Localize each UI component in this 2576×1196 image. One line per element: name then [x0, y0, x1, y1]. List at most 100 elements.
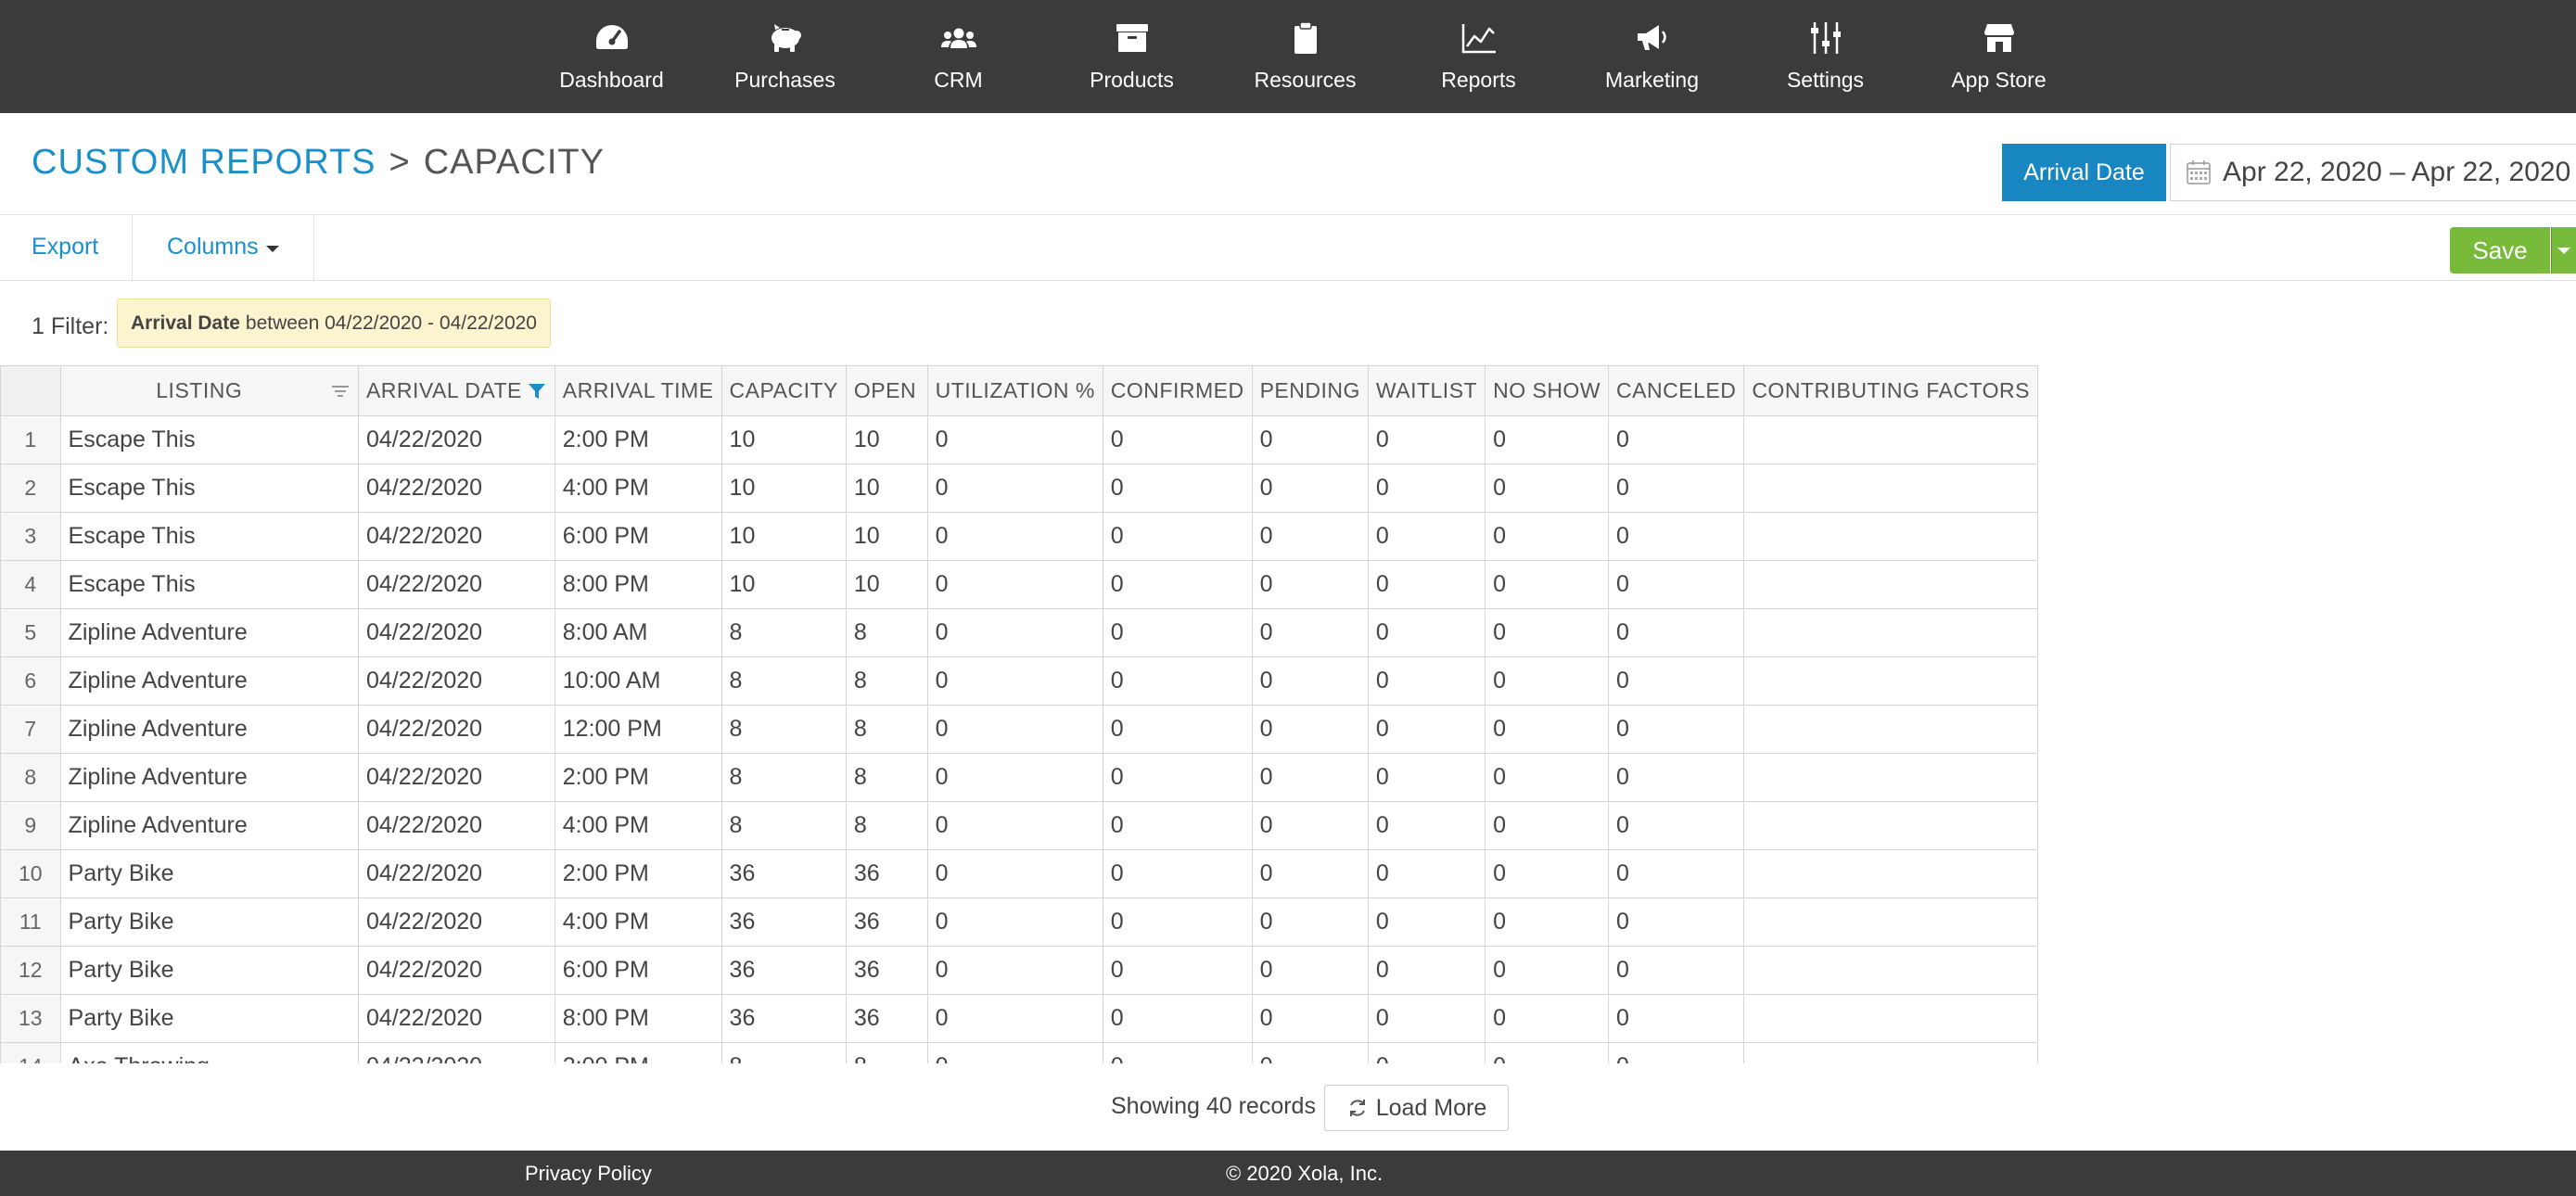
table-cell: 4:00 PM	[554, 464, 722, 513]
column-header-arrival-time[interactable]: ARRIVAL TIME	[554, 365, 722, 416]
nav-item-settings[interactable]: Settings	[1739, 0, 1912, 113]
nav-item-purchases[interactable]: Purchases	[698, 0, 872, 113]
table-row[interactable]: 13 Party Bike 04/22/2020 8:00 PM 36 36 0 0 0 0 0 0	[0, 994, 2038, 1043]
table-cell: 8	[845, 608, 928, 657]
table-cell: Party Bike	[59, 897, 359, 947]
report-table: LISTING ARRIVAL DATE ARRIVAL TIME CAPACI…	[0, 365, 2038, 1063]
date-range-picker[interactable]: Apr 22, 2020 – Apr 22, 2020	[2170, 144, 2576, 201]
table-cell: 0	[1485, 560, 1610, 609]
column-header-canceled[interactable]: CANCELED	[1608, 365, 1745, 416]
save-button[interactable]: Save	[2450, 227, 2550, 274]
nav-item-dashboard[interactable]: Dashboard	[525, 0, 698, 113]
column-header-no-show[interactable]: NO SHOW	[1485, 365, 1610, 416]
table-row[interactable]: 10 Party Bike 04/22/2020 2:00 PM 36 36 0 0 0 0 0 0	[0, 849, 2038, 898]
table-row[interactable]: 1 Escape This 04/22/2020 2:00 PM 10 10 0 0 0 0 0 0	[0, 415, 2038, 464]
columns-dropdown[interactable]: Columns	[167, 234, 279, 261]
table-cell: Escape This	[59, 464, 359, 513]
table-row[interactable]: 6 Zipline Adventure 04/22/2020 10:00 AM 8 8 0 0…	[0, 656, 2038, 706]
nav-item-marketing[interactable]: Marketing	[1565, 0, 1739, 113]
load-more-button[interactable]: Load More	[1324, 1085, 1509, 1131]
row-number: 9	[0, 801, 61, 850]
table-cell	[1743, 415, 2038, 464]
table-cell	[1743, 464, 2038, 513]
table-cell: 0	[926, 705, 1103, 754]
report-grid[interactable]: LISTING ARRIVAL DATE ARRIVAL TIME CAPACI…	[0, 365, 2038, 1063]
chevron-down-icon	[2557, 247, 2570, 254]
table-cell: 04/22/2020	[357, 801, 555, 850]
table-cell: 2:00 PM	[554, 1042, 722, 1063]
table-cell: 0	[1251, 994, 1369, 1043]
table-cell: 8	[721, 801, 847, 850]
table-cell	[1743, 656, 2038, 706]
column-header-listing[interactable]: LISTING	[59, 365, 359, 416]
column-header-pending[interactable]: PENDING	[1251, 365, 1369, 416]
table-cell: 36	[845, 946, 928, 995]
table-cell: 0	[1102, 753, 1253, 802]
table-cell: 0	[1608, 608, 1745, 657]
table-cell: 0	[926, 656, 1103, 706]
export-button[interactable]: Export	[32, 234, 99, 260]
table-cell: 04/22/2020	[357, 512, 555, 561]
table-cell: 8	[845, 1042, 928, 1063]
nav-label: Products	[1090, 68, 1174, 92]
table-cell: 0	[1485, 1042, 1610, 1063]
table-cell: 0	[1485, 415, 1610, 464]
table-cell: 0	[1485, 753, 1610, 802]
filter-chip-arrival-date[interactable]: Arrival Date between 04/22/2020 - 04/22/…	[117, 299, 551, 348]
table-cell: 0	[1251, 801, 1369, 850]
table-cell: 0	[1485, 656, 1610, 706]
filter-icon[interactable]	[527, 381, 547, 401]
table-row[interactable]: 9 Zipline Adventure 04/22/2020 4:00 PM 8 8 0 0 0…	[0, 801, 2038, 850]
table-cell: 0	[1251, 849, 1369, 898]
table-row[interactable]: 12 Party Bike 04/22/2020 6:00 PM 36 36 0 0 0 0 0 0	[0, 946, 2038, 995]
column-header-capacity[interactable]: CAPACITY	[721, 365, 847, 416]
table-cell: Zipline Adventure	[59, 801, 359, 850]
table-cell: 8	[721, 656, 847, 706]
table-cell: 0	[1367, 705, 1486, 754]
column-header-open[interactable]: OPEN	[845, 365, 928, 416]
table-row[interactable]: 7 Zipline Adventure 04/22/2020 12:00 PM 8 8 0 0…	[0, 705, 2038, 754]
nav-item-crm[interactable]: CRM	[872, 0, 1045, 113]
row-number: 6	[0, 656, 61, 706]
nav-item-reports[interactable]: Reports	[1392, 0, 1565, 113]
nav-item-app-store[interactable]: App Store	[1912, 0, 2085, 113]
calendar-icon	[2187, 160, 2211, 184]
row-number: 14	[0, 1042, 61, 1063]
table-cell: 36	[721, 849, 847, 898]
table-cell: 0	[1102, 1042, 1253, 1063]
table-cell: 0	[1102, 705, 1253, 754]
table-cell: Zipline Adventure	[59, 705, 359, 754]
nav-item-resources[interactable]: Resources	[1218, 0, 1392, 113]
table-row[interactable]: 4 Escape This 04/22/2020 8:00 PM 10 10 0 0 0 0 0 0	[0, 560, 2038, 609]
table-row[interactable]: 2 Escape This 04/22/2020 4:00 PM 10 10 0 0 0 0 0 0	[0, 464, 2038, 513]
table-row[interactable]: 3 Escape This 04/22/2020 6:00 PM 10 10 0 0 0 0 0 0	[0, 512, 2038, 561]
table-cell: 8	[845, 656, 928, 706]
column-header-contributing-factors[interactable]: CONTRIBUTING FACTORS	[1743, 365, 2038, 416]
row-number: 3	[0, 512, 61, 561]
table-cell: 0	[926, 753, 1103, 802]
breadcrumb-custom-reports-link[interactable]: CUSTOM REPORTS	[32, 143, 376, 182]
column-header-waitlist[interactable]: WAITLIST	[1367, 365, 1486, 416]
column-header-confirmed[interactable]: CONFIRMED	[1102, 365, 1253, 416]
table-cell: 0	[1485, 512, 1610, 561]
column-header-arrival-date[interactable]: ARRIVAL DATE	[357, 365, 555, 416]
table-cell: 0	[926, 415, 1103, 464]
save-options-dropdown[interactable]	[2551, 227, 2576, 274]
nav-label: Dashboard	[559, 68, 664, 92]
table-row[interactable]: 11 Party Bike 04/22/2020 4:00 PM 36 36 0 0 0 0 0 0	[0, 897, 2038, 947]
nav-label: Marketing	[1605, 68, 1699, 92]
privacy-policy-link[interactable]: Privacy Policy	[525, 1162, 652, 1185]
table-cell: 0	[1608, 753, 1745, 802]
table-cell: 8	[845, 801, 928, 850]
table-cell: 2:00 PM	[554, 753, 722, 802]
nav-item-products[interactable]: Products	[1045, 0, 1218, 113]
arrival-date-button[interactable]: Arrival Date	[2002, 144, 2166, 201]
column-menu-icon[interactable]	[330, 381, 351, 401]
table-row[interactable]: 5 Zipline Adventure 04/22/2020 8:00 AM 8 8 0 0 0…	[0, 608, 2038, 657]
table-row[interactable]: 8 Zipline Adventure 04/22/2020 2:00 PM 8 8 0 0 0…	[0, 753, 2038, 802]
column-header-utilization[interactable]: UTILIZATION %	[926, 365, 1103, 416]
nav-label: Settings	[1786, 68, 1865, 92]
table-cell: 10	[721, 560, 847, 609]
table-cell: 0	[1251, 512, 1369, 561]
